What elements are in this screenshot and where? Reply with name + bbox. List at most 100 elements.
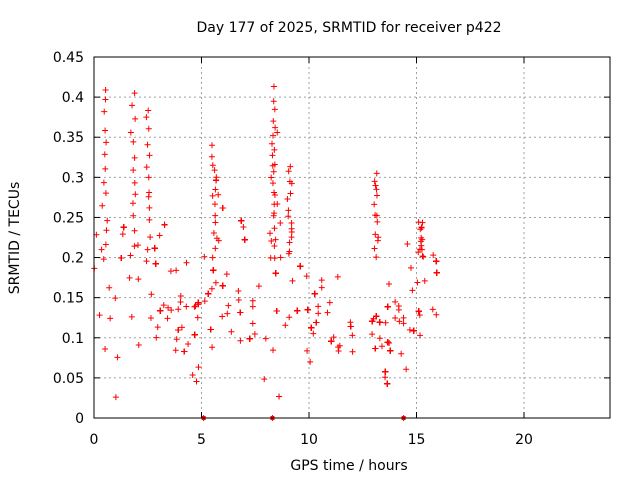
data-point (154, 324, 161, 331)
data-point (173, 267, 180, 274)
data-point (183, 303, 190, 310)
data-point (269, 152, 276, 159)
data-point (107, 315, 114, 322)
data-point (177, 299, 184, 306)
data-point (371, 245, 378, 252)
data-point (271, 225, 278, 232)
data-point (208, 285, 215, 292)
data-point (189, 371, 196, 378)
data-point (271, 243, 278, 250)
data-point (409, 287, 416, 294)
data-point (152, 260, 159, 267)
data-point (241, 236, 248, 243)
data-point (430, 252, 437, 259)
data-point (114, 354, 121, 361)
y-tick-label: 0.15 (53, 291, 84, 307)
data-point (249, 320, 256, 327)
data-point (102, 86, 109, 93)
x-tick-label: 5 (197, 432, 206, 448)
data-point (223, 271, 230, 278)
data-point (382, 374, 389, 381)
data-point (326, 299, 333, 306)
data-point (308, 324, 315, 331)
data-point (209, 344, 216, 351)
data-point (146, 152, 153, 159)
data-point (237, 337, 244, 344)
data-point (160, 302, 167, 309)
data-point (286, 239, 293, 246)
data-point (192, 303, 199, 310)
data-point (416, 246, 423, 253)
data-point (373, 254, 380, 261)
data-point (372, 231, 379, 238)
data-point (336, 342, 343, 349)
data-point (395, 303, 402, 310)
data-point (130, 212, 137, 219)
data-point (294, 307, 301, 314)
data-point (404, 240, 411, 247)
data-point (127, 129, 134, 136)
data-point (101, 151, 108, 158)
data-point (282, 322, 289, 329)
data-point (143, 114, 150, 121)
data-point (415, 308, 422, 315)
data-point (315, 303, 322, 310)
data-point (384, 303, 391, 310)
data-point (225, 302, 232, 309)
data-point (392, 298, 399, 305)
data-point (373, 313, 380, 320)
data-point (207, 326, 214, 333)
y-tick-label: 0 (75, 411, 84, 427)
data-point (271, 146, 278, 153)
data-point (178, 324, 185, 331)
data-point (238, 217, 245, 224)
data-point (288, 234, 295, 241)
data-point (164, 315, 171, 322)
data-point (212, 186, 219, 193)
data-point (273, 307, 280, 314)
data-point (127, 252, 134, 259)
data-point (372, 345, 379, 352)
data-point (195, 299, 202, 306)
data-point (287, 163, 294, 170)
data-point (146, 189, 153, 196)
data-point (213, 174, 220, 181)
data-point (240, 223, 247, 230)
data-point (130, 138, 137, 145)
data-point (433, 311, 440, 318)
x-tick-label: 20 (515, 432, 533, 448)
data-point (270, 347, 277, 354)
data-point (407, 264, 414, 271)
data-point (376, 319, 383, 326)
data-point (102, 241, 109, 248)
data-point (175, 327, 182, 334)
data-point (210, 229, 217, 236)
data-point (373, 186, 380, 193)
data-point (209, 142, 216, 149)
data-point (161, 221, 168, 228)
data-point (185, 340, 192, 347)
data-point (237, 309, 244, 316)
data-point (193, 378, 200, 385)
data-point (382, 319, 389, 326)
data-point (167, 268, 174, 275)
plot-frame (93, 56, 611, 419)
y-tick-label: 0.4 (62, 90, 84, 106)
data-point (131, 243, 138, 250)
data-point (334, 273, 341, 280)
data-point (194, 314, 201, 321)
data-point (271, 161, 278, 168)
data-point (102, 190, 109, 197)
data-point (100, 256, 107, 263)
data-point (246, 335, 253, 342)
data-point (289, 277, 296, 284)
data-point (135, 276, 142, 283)
data-point (274, 129, 281, 136)
data-point (277, 254, 284, 261)
data-point (212, 279, 219, 286)
chart-title: Day 177 of 2025, SRMTID for receiver p42… (196, 20, 501, 36)
data-point (205, 290, 212, 297)
data-point (433, 269, 440, 276)
data-point (103, 227, 110, 234)
data-point (132, 191, 139, 198)
